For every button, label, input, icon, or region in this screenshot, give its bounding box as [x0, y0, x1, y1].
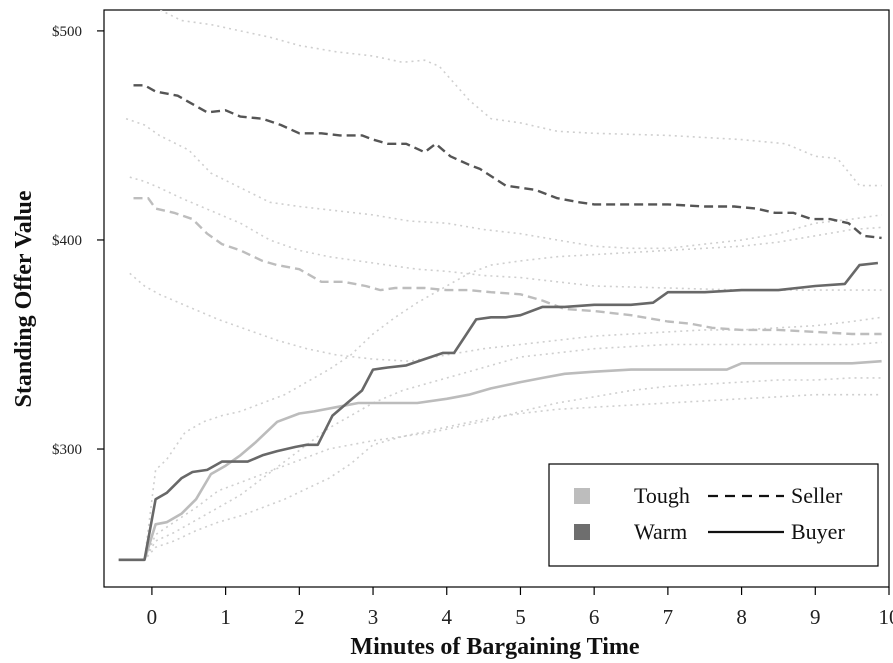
legend-label-buyer: Buyer [791, 519, 845, 544]
x-tick-label-1: 1 [220, 605, 231, 629]
series-individual-buyer-8 [118, 226, 882, 561]
series-individual-buyer-11 [118, 393, 882, 561]
x-tick-label-7: 7 [663, 605, 674, 629]
x-tick-label-2: 2 [294, 605, 305, 629]
x-tick-label-10: 10 [879, 605, 893, 629]
legend-label-tough: Tough [634, 483, 690, 508]
legend-swatch-tough [574, 488, 590, 504]
series-layer [118, 10, 882, 562]
x-tick-label-0: 0 [147, 605, 158, 629]
x-axis: 0 1 2 3 4 5 6 7 8 9 10 [147, 587, 893, 629]
x-tick-label-6: 6 [589, 605, 600, 629]
x-tick-label-3: 3 [368, 605, 379, 629]
x-tick-label-9: 9 [810, 605, 821, 629]
x-tick-label-4: 4 [441, 605, 452, 629]
plot-frame [103, 9, 890, 588]
series-individual-buyer-10 [118, 377, 882, 561]
legend: Tough Seller Warm Buyer [548, 463, 879, 567]
series-warm-seller-0 [133, 84, 882, 240]
y-axis-label: Standing Offer Value [11, 190, 37, 407]
legend-box [548, 463, 879, 567]
series-warm-buyer-2 [118, 261, 879, 562]
x-axis-label: Minutes of Bargaining Time [350, 634, 639, 660]
legend-label-warm: Warm [634, 519, 687, 544]
series-individual-seller-7 [129, 272, 882, 363]
legend-label-seller: Seller [791, 483, 843, 508]
y-tick-label-400: $400 [52, 233, 82, 249]
y-tick-label-300: $300 [52, 442, 82, 458]
series-tough-seller-1 [133, 196, 882, 336]
series-individual-seller-5 [125, 117, 882, 250]
legend-swatch-warm [574, 524, 590, 540]
series-tough-buyer-3 [118, 359, 882, 562]
x-tick-label-5: 5 [515, 605, 526, 629]
series-individual-seller-6 [129, 176, 882, 291]
x-tick-label-8: 8 [736, 605, 747, 629]
y-axis: $300 $400 $500 [52, 24, 104, 458]
series-individual-seller-4 [158, 10, 882, 187]
y-tick-label-500: $500 [52, 24, 82, 40]
